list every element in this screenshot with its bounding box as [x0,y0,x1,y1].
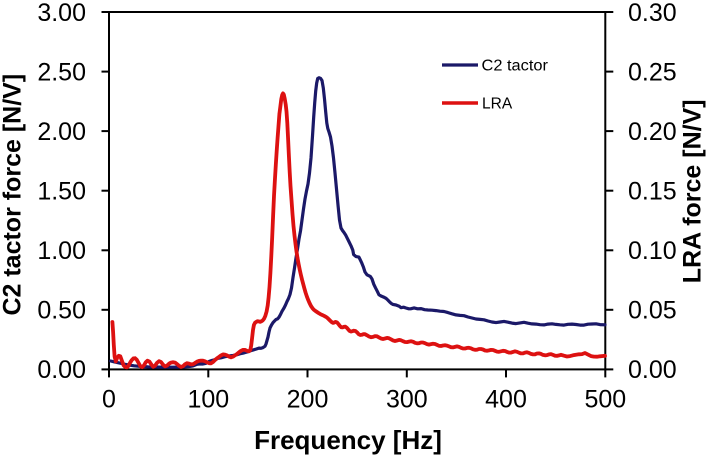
svg-text:1.00: 1.00 [37,237,86,265]
svg-text:LRA force [N/V]: LRA force [N/V] [679,99,707,283]
svg-text:100: 100 [187,385,229,413]
svg-text:0.25: 0.25 [628,58,677,86]
svg-text:0.30: 0.30 [628,0,677,27]
svg-text:300: 300 [386,385,428,413]
svg-text:2.50: 2.50 [37,58,86,86]
svg-text:2.00: 2.00 [37,118,86,146]
svg-text:0.15: 0.15 [628,178,677,206]
svg-text:3.00: 3.00 [37,0,86,27]
svg-text:1.50: 1.50 [37,178,86,206]
svg-text:0.05: 0.05 [628,297,677,325]
svg-text:200: 200 [287,385,329,413]
svg-text:0.00: 0.00 [37,356,86,384]
svg-text:0.20: 0.20 [628,118,677,146]
svg-text:C2 tactor: C2 tactor [482,58,549,75]
svg-text:500: 500 [584,385,626,413]
svg-text:Frequency [Hz]: Frequency [Hz] [254,425,442,455]
svg-text:LRA: LRA [482,96,513,113]
svg-text:0: 0 [102,385,116,413]
svg-text:0.00: 0.00 [628,356,677,384]
svg-text:C2 tactor force [N/V]: C2 tactor force [N/V] [0,74,27,316]
svg-text:400: 400 [485,385,527,413]
svg-text:0.10: 0.10 [628,237,677,265]
svg-text:0.50: 0.50 [37,297,86,325]
